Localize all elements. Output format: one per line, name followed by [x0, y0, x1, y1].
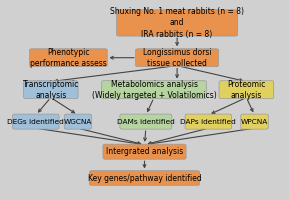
FancyBboxPatch shape: [101, 81, 206, 99]
Text: Metabolomics analysis
(Widely targeted + Volatilomics): Metabolomics analysis (Widely targeted +…: [92, 80, 216, 100]
Text: DAPs identified: DAPs identified: [180, 119, 236, 125]
Text: DAMs identified: DAMs identified: [117, 119, 175, 125]
FancyBboxPatch shape: [29, 49, 107, 67]
FancyBboxPatch shape: [185, 114, 231, 129]
FancyBboxPatch shape: [116, 10, 238, 36]
FancyBboxPatch shape: [64, 114, 92, 129]
FancyBboxPatch shape: [120, 114, 172, 129]
Text: DEGs identified: DEGs identified: [8, 119, 64, 125]
FancyBboxPatch shape: [103, 144, 186, 159]
Text: Intergrated analysis: Intergrated analysis: [106, 147, 183, 156]
Text: Phenotypic
performance assess: Phenotypic performance assess: [30, 48, 107, 68]
Text: Proteomic
analysis: Proteomic analysis: [227, 80, 266, 100]
FancyBboxPatch shape: [241, 114, 268, 129]
FancyBboxPatch shape: [13, 114, 59, 129]
Text: WGCNA: WGCNA: [64, 119, 92, 125]
FancyBboxPatch shape: [136, 49, 219, 67]
FancyBboxPatch shape: [23, 81, 78, 99]
Text: Longissimus dorsi
tissue collected: Longissimus dorsi tissue collected: [143, 48, 212, 68]
Text: Key genes/pathway identified: Key genes/pathway identified: [88, 174, 201, 183]
Text: Shuxing No. 1 meat rabbits (n = 8)
and
IRA rabbits (n = 8): Shuxing No. 1 meat rabbits (n = 8) and I…: [110, 7, 244, 39]
Text: WPCNA: WPCNA: [241, 119, 268, 125]
FancyBboxPatch shape: [219, 81, 274, 99]
Text: Transcriptomic
analysis: Transcriptomic analysis: [23, 80, 79, 100]
FancyBboxPatch shape: [89, 171, 200, 185]
